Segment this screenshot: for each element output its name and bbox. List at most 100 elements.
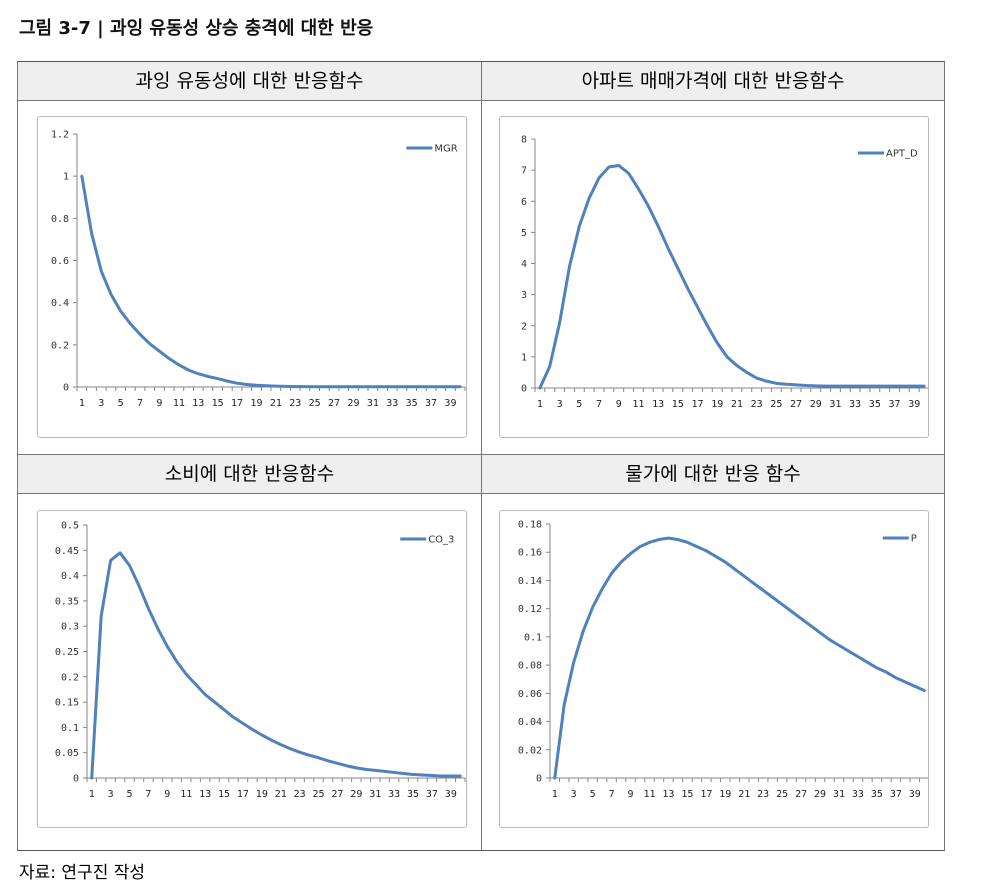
x-tick-label: 1	[537, 399, 543, 410]
y-tick-label: 0	[521, 384, 527, 395]
x-tick-label: 31	[369, 789, 381, 800]
x-tick-label: 35	[869, 399, 881, 410]
x-tick-label: 19	[256, 789, 268, 800]
y-tick-label: 1.2	[51, 130, 69, 141]
line-chart: 00.050.10.150.20.250.30.350.40.450.51 3 5 7…	[55, 521, 466, 800]
x-tick-label: 33	[388, 789, 400, 800]
y-tick-label: 0	[63, 383, 69, 394]
y-tick-label: 0.18	[518, 520, 542, 531]
x-tick-label: 9	[616, 399, 622, 410]
x-tick-label: 3	[557, 399, 563, 410]
x-tick-label: 1	[89, 789, 95, 800]
figure-title: 그림 3-7 | 과잉 유동성 상승 충격에 대한 반응	[19, 18, 374, 39]
panel-grid: 과잉 유동성에 대한 반응함수 0 0.2 0.4 0.6 0.8 1 1.2 1 3 5 7 9 11 1…	[17, 61, 945, 851]
x-tick-label: 29	[350, 789, 362, 800]
x-tick-label: 39	[908, 399, 920, 410]
y-tick-label: 1	[63, 172, 69, 183]
x-tick-label: 7	[609, 789, 615, 800]
y-tick-label: 0.3	[61, 622, 79, 633]
legend-label: P	[911, 534, 917, 545]
y-tick-label: 1	[521, 352, 527, 363]
series-line-P	[553, 536, 926, 780]
x-tick-label: 21	[731, 399, 743, 410]
x-tick-label: 27	[328, 398, 340, 409]
y-tick-label: 0.2	[61, 672, 79, 683]
x-tick-label: 7	[596, 399, 602, 410]
x-tick-label: 29	[347, 398, 359, 409]
x-tick-label: 1	[79, 398, 85, 409]
y-tick-label: 0.4	[51, 298, 69, 309]
y-tick-label: 0.15	[55, 698, 79, 709]
y-tick-label: 0.1	[61, 723, 79, 734]
x-tick-label: 31	[367, 398, 379, 409]
x-tick-label: 9	[164, 789, 170, 800]
y-tick-label: 0.25	[55, 647, 79, 658]
series-line-APT_D	[538, 163, 926, 390]
y-tick-label: 0.05	[55, 748, 79, 759]
x-tick-label: 5	[590, 789, 596, 800]
legend-label: APT_D	[886, 149, 918, 160]
y-tick-label: 0.12	[518, 604, 542, 615]
x-tick-label: 15	[672, 399, 684, 410]
y-tick-label: 6	[521, 197, 527, 208]
x-tick-label: 21	[738, 789, 750, 800]
x-tick-label: 7	[145, 789, 151, 800]
chart-panel-3: 소비에 대한 반응함수 0 0.05 0.1 0.15 0.2 0.25 0.3 0.35 0.4…	[18, 455, 482, 850]
x-tick-label: 17	[237, 789, 249, 800]
x-tick-label: 5	[127, 789, 133, 800]
x-tick-label: 9	[156, 398, 162, 409]
y-tick-label: 0	[536, 774, 542, 785]
x-tick-label: 13	[652, 399, 664, 410]
x-tick-label: 27	[331, 789, 343, 800]
series-line-MGR	[80, 174, 462, 389]
line-chart: 00.020.040.060.080.10.120.140.160.181 3 5 7…	[518, 520, 928, 800]
panel-title: 소비에 대한 반응함수	[18, 455, 481, 494]
x-tick-label: 11	[180, 789, 192, 800]
panel-title: 물가에 대한 반응 함수	[482, 455, 944, 494]
y-tick-label: 0.45	[55, 546, 79, 557]
x-tick-label: 3	[108, 789, 114, 800]
y-tick-label: 0.2	[51, 340, 69, 351]
x-tick-label: 9	[628, 789, 634, 800]
x-tick-label: 35	[871, 789, 883, 800]
x-tick-label: 29	[810, 399, 822, 410]
x-tick-label: 13	[199, 789, 211, 800]
x-tick-label: 33	[852, 789, 864, 800]
x-tick-label: 5	[576, 399, 582, 410]
x-tick-label: 25	[313, 789, 325, 800]
panel-title: 과잉 유동성에 대한 반응함수	[18, 62, 481, 101]
x-tick-label: 13	[662, 789, 674, 800]
source-note: 자료: 연구진 작성	[19, 863, 146, 883]
x-tick-label: 29	[814, 789, 826, 800]
chart-area: 0 0.05 0.1 0.15 0.2 0.25 0.3 0.35 0.4 0.45 0.5 1 3 5 7…	[37, 510, 467, 828]
x-tick-label: 15	[218, 789, 230, 800]
y-tick-label: 0.35	[55, 596, 79, 607]
y-tick-label: 2	[521, 321, 527, 332]
y-tick-label: 8	[521, 135, 527, 146]
x-tick-label: 25	[776, 789, 788, 800]
x-tick-label: 3	[98, 398, 104, 409]
y-tick-label: 4	[521, 259, 527, 270]
x-tick-label: 33	[386, 398, 398, 409]
x-tick-label: 23	[757, 789, 769, 800]
x-tick-label: 31	[833, 789, 845, 800]
x-tick-label: 39	[444, 398, 456, 409]
x-tick-label: 37	[890, 789, 902, 800]
y-tick-label: 0.5	[61, 521, 79, 532]
series-line-CO_3	[90, 551, 462, 780]
chart-panel-2: 아파트 매매가격에 대한 반응함수 0 1 2 3 4 5 6 7 8 1 3 5 7 9 11 13 15 17 1…	[482, 62, 944, 455]
y-tick-label: 0.04	[518, 717, 542, 728]
y-tick-label: 3	[521, 290, 527, 301]
chart-panel-4: 물가에 대한 반응 함수 0 0.02 0.04 0.06 0.08 0.1 0.12 0.14…	[482, 455, 944, 850]
line-chart: 00.20.40.60.811.21 3 5 7 9 11 13 15 17 19 21 23 25 27…	[51, 130, 466, 409]
x-tick-label: 1	[552, 789, 558, 800]
y-tick-label: 0.4	[61, 571, 79, 582]
chart-area: 0 0.02 0.04 0.06 0.08 0.1 0.12 0.14 0.16 0.18 1 3 5 7…	[499, 510, 929, 828]
y-tick-label: 0.1	[524, 632, 542, 643]
x-tick-label: 35	[407, 789, 419, 800]
x-tick-label: 35	[406, 398, 418, 409]
x-tick-label: 37	[889, 399, 901, 410]
y-tick-label: 0	[73, 774, 79, 785]
panel-title: 아파트 매매가격에 대한 반응함수	[482, 62, 944, 101]
x-tick-label: 37	[426, 789, 438, 800]
